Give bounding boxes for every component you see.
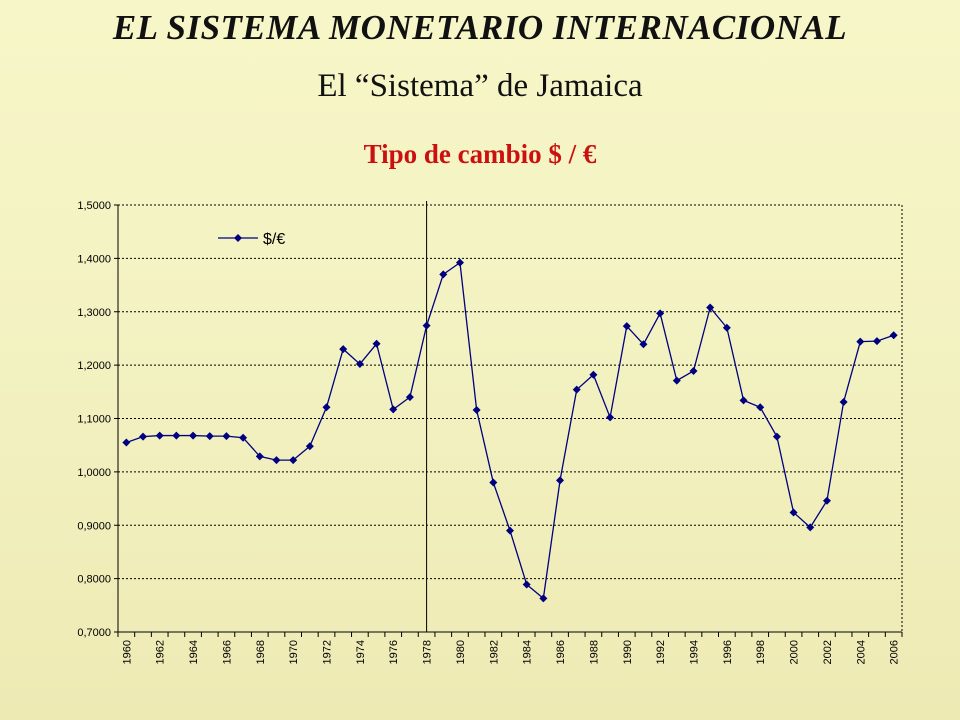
- x-tick-label: 1996: [722, 640, 734, 664]
- data-point: [472, 405, 481, 414]
- x-tick-labels: 1960 1962 1964 1966 1968 1970 1972 1974 1976 1978…: [121, 640, 900, 664]
- x-tick-label: 1980: [455, 640, 467, 664]
- data-point: [522, 580, 531, 589]
- y-tick-label: 0,9000: [77, 520, 111, 532]
- grid-lines: [118, 204, 903, 632]
- x-tick-label: 1966: [221, 640, 233, 664]
- data-point: [889, 331, 898, 340]
- data-point: [155, 431, 164, 440]
- data-point: [222, 432, 231, 441]
- x-tick-label: 1968: [255, 640, 267, 664]
- legend: $/€: [218, 231, 285, 248]
- x-tick-label: 1970: [288, 640, 300, 664]
- y-tick-label: 1,4000: [77, 253, 111, 265]
- data-point: [722, 323, 731, 332]
- data-point: [672, 376, 681, 385]
- data-point: [205, 432, 214, 441]
- x-tick-label: 2006: [889, 640, 901, 664]
- data-point: [289, 456, 298, 465]
- y-tick-label: 1,0000: [77, 467, 111, 479]
- data-point: [622, 322, 631, 331]
- data-point: [239, 433, 248, 442]
- legend-marker: [234, 234, 242, 242]
- x-tick-label: 1998: [755, 640, 767, 664]
- x-tick-label: 1986: [555, 640, 567, 664]
- data-point: [572, 385, 581, 394]
- data-point: [339, 345, 348, 354]
- y-tick-label: 0,7000: [77, 627, 111, 639]
- data-point: [856, 337, 865, 346]
- data-point: [806, 523, 815, 532]
- data-point: [556, 476, 565, 485]
- data-point: [656, 309, 665, 318]
- x-tick-label: 1990: [622, 640, 634, 664]
- data-point: [539, 594, 548, 603]
- data-point: [689, 366, 698, 375]
- x-tick-label: 1978: [422, 640, 434, 664]
- x-tick-label: 1984: [522, 640, 534, 664]
- data-point: [122, 438, 131, 447]
- data-point: [272, 456, 281, 465]
- data-point: [372, 339, 381, 348]
- data-point: [139, 432, 148, 441]
- x-tick-label: 1960: [121, 640, 133, 664]
- y-tick-label: 0,8000: [77, 574, 111, 586]
- legend-label: $/€: [263, 231, 285, 248]
- data-point: [872, 337, 881, 346]
- x-tick-label: 2002: [822, 640, 834, 664]
- x-tick-label: 1972: [322, 640, 334, 664]
- data-point: [389, 405, 398, 414]
- data-point: [589, 370, 598, 379]
- y-tick-labels: 0,7000 0,8000 0,9000 1,0000 1,1000 1,2000 1,30…: [77, 200, 111, 639]
- x-tick-label: 1992: [655, 640, 667, 664]
- data-point: [506, 526, 514, 535]
- data-point: [405, 393, 414, 402]
- data-point: [772, 432, 781, 441]
- data-point: [455, 258, 464, 267]
- axes: [114, 204, 903, 637]
- series-line: [126, 261, 894, 600]
- data-point: [189, 431, 198, 440]
- data-point: [739, 396, 748, 405]
- data-point: [839, 397, 848, 406]
- data-point: [439, 270, 448, 279]
- page-subtitle: El “Sistema” de Jamaica: [317, 68, 643, 104]
- data-point: [322, 403, 331, 412]
- x-tick-label: 1994: [688, 640, 700, 664]
- y-tick-label: 1,3000: [77, 307, 111, 319]
- data-point: [305, 442, 314, 451]
- x-tick-label: 1962: [155, 640, 167, 664]
- y-tick-label: 1,2000: [77, 360, 111, 372]
- y-tick-label: 1,1000: [77, 414, 111, 426]
- data-point: [255, 452, 264, 461]
- data-point: [822, 496, 831, 505]
- data-point: [355, 360, 364, 369]
- series-layer: [122, 258, 898, 603]
- x-tick-label: 1988: [588, 640, 600, 664]
- data-point: [789, 508, 798, 517]
- data-point: [756, 403, 765, 412]
- x-tick-label: 2000: [789, 640, 801, 664]
- x-tick-label: 1982: [488, 640, 500, 664]
- data-point: [489, 478, 498, 487]
- y-tick-label: 1,5000: [77, 200, 111, 212]
- x-tick-label: 1976: [388, 640, 400, 664]
- data-point: [606, 413, 615, 422]
- data-point: [172, 431, 181, 440]
- page-title: EL SISTEMA MONETARIO INTERNACIONAL: [112, 8, 848, 47]
- x-tick-label: 1964: [188, 640, 200, 664]
- data-point: [422, 321, 431, 330]
- data-point: [706, 303, 715, 312]
- x-tick-label: 1974: [355, 640, 367, 664]
- chart-title: Tipo de cambio $ / €: [363, 139, 597, 169]
- data-point: [639, 340, 648, 349]
- x-tick-label: 2004: [855, 640, 867, 664]
